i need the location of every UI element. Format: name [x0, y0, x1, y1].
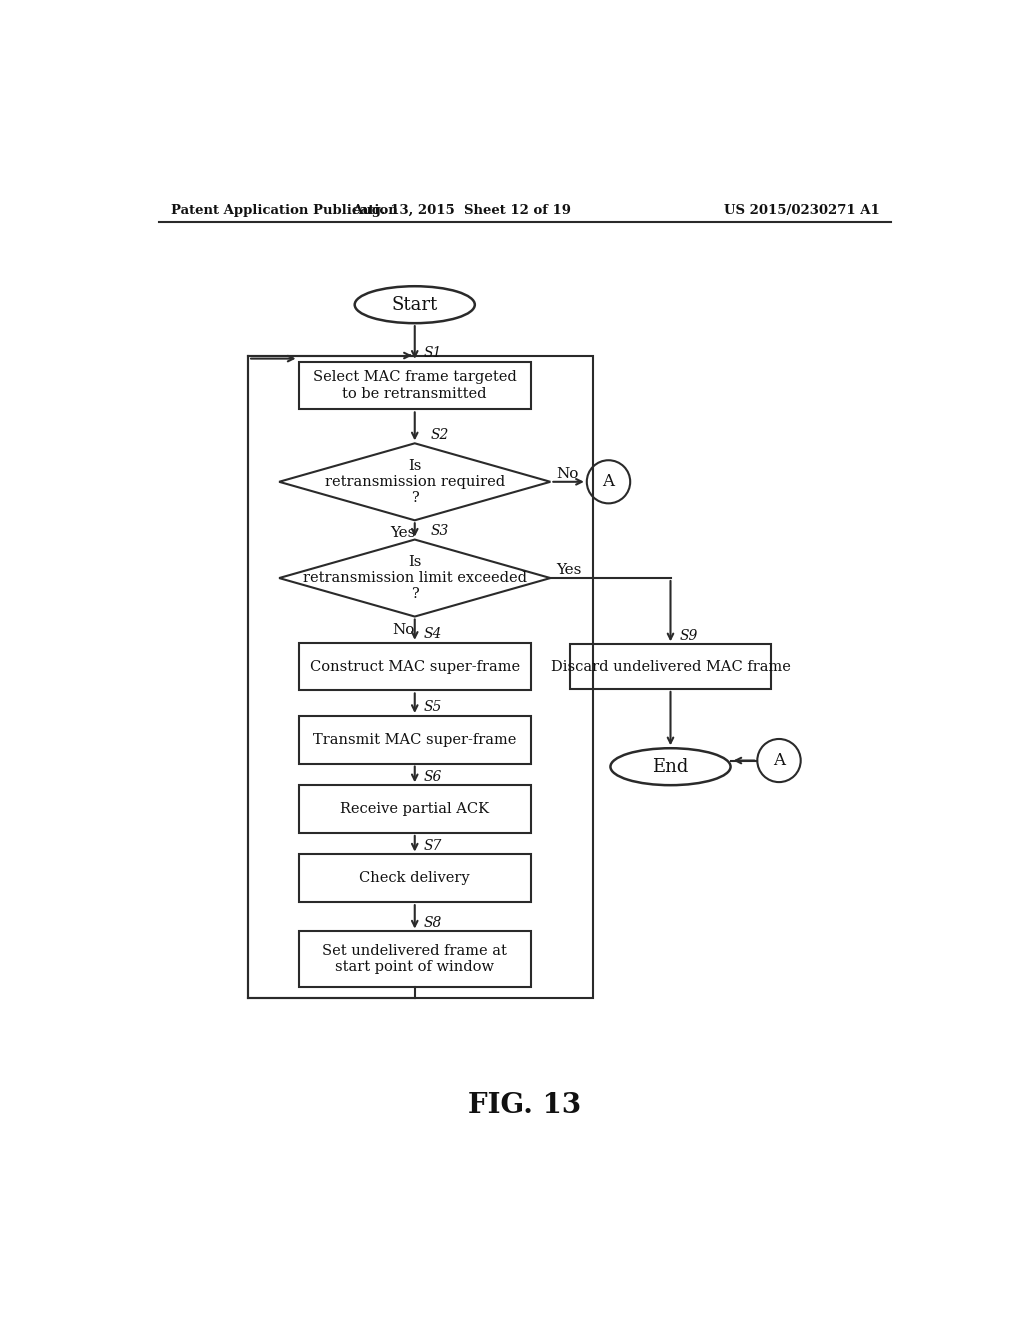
Text: Aug. 13, 2015  Sheet 12 of 19: Aug. 13, 2015 Sheet 12 of 19: [352, 205, 570, 218]
Text: S2: S2: [430, 428, 449, 442]
Bar: [299, 643, 531, 690]
Text: No: No: [557, 467, 579, 480]
Bar: [299, 932, 531, 987]
Text: Discard undelivered MAC frame: Discard undelivered MAC frame: [551, 660, 791, 673]
Text: S7: S7: [424, 840, 442, 853]
Text: FIG. 13: FIG. 13: [468, 1092, 582, 1119]
Text: Is
retransmission limit exceeded
?: Is retransmission limit exceeded ?: [303, 554, 526, 601]
Text: End: End: [652, 758, 689, 776]
Text: A: A: [602, 474, 614, 490]
Text: S5: S5: [424, 701, 442, 714]
Text: Set undelivered frame at
start point of window: Set undelivered frame at start point of …: [323, 944, 507, 974]
Text: A: A: [773, 752, 785, 770]
Text: Select MAC frame targeted
to be retransmitted: Select MAC frame targeted to be retransm…: [313, 371, 517, 401]
Text: S9: S9: [680, 628, 698, 643]
Bar: [299, 785, 531, 833]
Bar: [569, 644, 771, 689]
Text: S4: S4: [424, 627, 442, 642]
Text: Start: Start: [391, 296, 438, 314]
Text: Check delivery: Check delivery: [359, 871, 470, 886]
Bar: [299, 362, 531, 409]
Text: Receive partial ACK: Receive partial ACK: [340, 803, 489, 816]
Bar: [248, 355, 593, 998]
Bar: [299, 715, 531, 763]
Text: Yes: Yes: [390, 527, 416, 540]
Text: US 2015/0230271 A1: US 2015/0230271 A1: [724, 205, 880, 218]
Text: S6: S6: [424, 770, 442, 784]
Bar: [299, 854, 531, 903]
Text: Yes: Yes: [557, 564, 582, 577]
Text: No: No: [392, 623, 415, 636]
Text: Transmit MAC super-frame: Transmit MAC super-frame: [313, 733, 516, 747]
Text: Patent Application Publication: Patent Application Publication: [171, 205, 397, 218]
Text: Is
retransmission required
?: Is retransmission required ?: [325, 458, 505, 506]
Text: S1: S1: [424, 346, 442, 360]
Text: S8: S8: [424, 916, 442, 929]
Text: S3: S3: [430, 524, 449, 539]
Text: Construct MAC super-frame: Construct MAC super-frame: [309, 660, 520, 673]
